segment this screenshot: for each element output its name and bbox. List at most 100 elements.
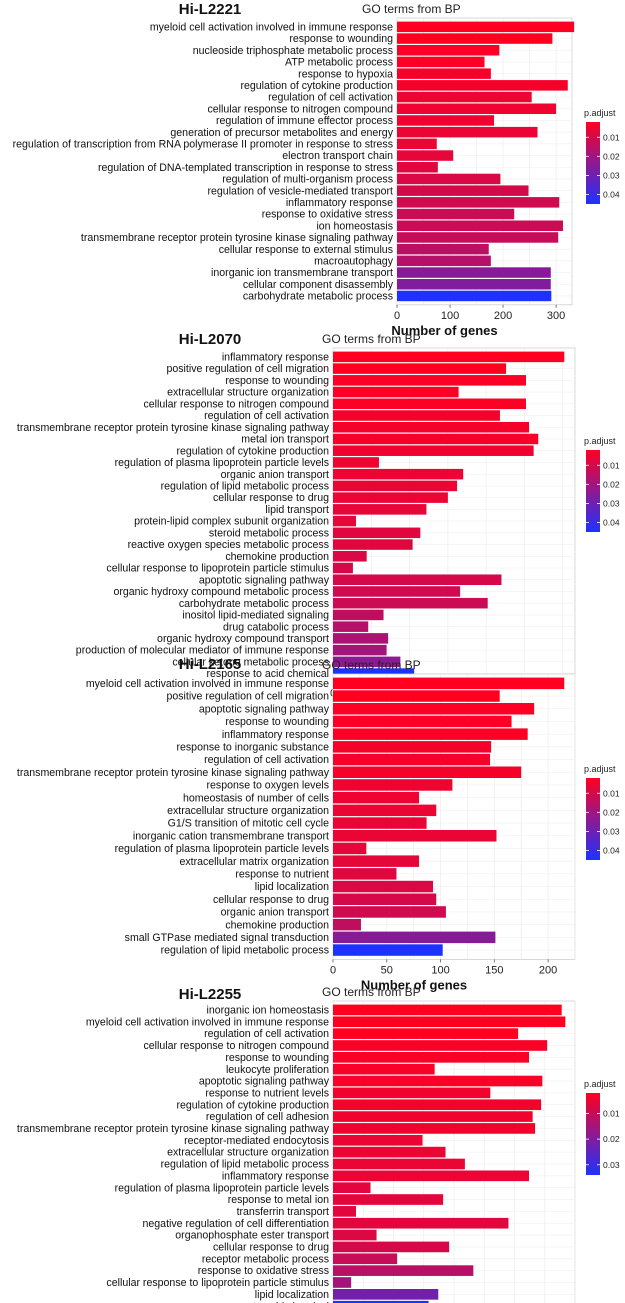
bar [333, 621, 369, 632]
category-label: chemokine production [225, 919, 329, 931]
category-label: macroautophagy [314, 255, 394, 267]
category-label: cellular response to nitrogen compound [143, 1040, 329, 1052]
bar [333, 880, 434, 893]
category-label: regulation of lipid metabolic process [161, 1159, 329, 1171]
category-label: nucleoside triphosphate metabolic proces… [193, 45, 393, 57]
category-label: regulation of vesicle-mediated transport [208, 185, 394, 197]
category-label: drug catabolic process [223, 621, 329, 633]
legend-title: p.adjust [584, 764, 616, 774]
chart-title: GO terms from BP [362, 2, 461, 16]
bar [333, 728, 528, 740]
bar [333, 551, 367, 562]
category-label: apoptotic signaling pathway [199, 703, 330, 715]
category-label: regulation of plasma lipoprotein particl… [115, 457, 329, 469]
bar [397, 68, 491, 79]
bar [333, 766, 522, 778]
bar [333, 1134, 423, 1146]
category-label: apoptotic signaling pathway [199, 574, 330, 586]
bar [333, 690, 500, 702]
category-label: regulation of cell activation [204, 754, 329, 766]
category-label: cellular component disassembly [243, 279, 394, 291]
category-label: myeloid cell activation involved in immu… [86, 1016, 329, 1028]
bar [333, 1241, 450, 1253]
category-label: cellular response to drug [213, 894, 329, 906]
chart-title: GO terms from BP [322, 985, 421, 999]
category-label: extracellular matrix organization [179, 856, 329, 868]
category-label: regulation of cytokine production [176, 1099, 329, 1111]
bar [333, 779, 453, 791]
legend-colorbar [586, 122, 600, 204]
category-label: cellular response to lipoprotein particl… [106, 1277, 329, 1289]
bar [333, 1170, 530, 1182]
bar [397, 255, 491, 267]
legend-tick-label: 0.01 [603, 460, 620, 470]
category-label: receptor-mediated endocytosis [184, 1135, 329, 1147]
bar [397, 185, 529, 196]
bar [333, 918, 361, 931]
category-label: regulation of cell adhesion [206, 1111, 329, 1123]
category-label: regulation of cytokine production [176, 445, 329, 457]
category-label: inositol lipid-mediated signaling [182, 610, 329, 622]
bar [333, 1004, 562, 1016]
bar [397, 290, 552, 302]
x-tick-label: 300 [547, 310, 565, 322]
bar [333, 1182, 371, 1193]
bar [333, 1111, 533, 1122]
bar [333, 351, 565, 363]
panel-label: Hi-L2165 [179, 656, 242, 673]
bar [333, 574, 502, 585]
category-label: cellular response to nitrogen compound [207, 103, 393, 115]
chart-panel-1: Hi-L2221 GO terms from BP myeloid cell act… [13, 1, 620, 338]
bar [397, 80, 568, 91]
category-label: response to hypoxia [298, 68, 393, 80]
category-label: response to wounding [225, 1052, 329, 1064]
bar [397, 103, 557, 114]
bar [333, 457, 379, 468]
bar [397, 45, 500, 56]
category-label: inorganic ion transmembrane transport [211, 267, 393, 279]
legend-tick-label: 0.02 [603, 151, 620, 161]
bar [333, 421, 530, 433]
category-label: myeloid cell activation involved in immu… [150, 21, 393, 33]
bar [397, 115, 495, 126]
bar [333, 480, 458, 492]
category-label: negative regulation of cell differentiat… [143, 1218, 330, 1230]
legend-tick-label: 0.03 [603, 1160, 620, 1170]
bar [333, 1123, 536, 1134]
category-label: homeostasis of number of cells [183, 792, 329, 804]
bar [333, 586, 461, 597]
bar [333, 539, 413, 550]
x-tick-label: 50 [381, 964, 393, 976]
bar [333, 842, 367, 855]
category-label: regulation of cell activation [268, 92, 393, 104]
bar [397, 126, 538, 138]
bar [333, 893, 437, 905]
chart-title: GO terms from BP [322, 658, 421, 672]
category-label: response to wounding [225, 716, 329, 728]
category-label: extracellular structure organization [167, 805, 329, 817]
category-label: production of molecular mediator of immu… [76, 645, 329, 657]
plot-area [332, 347, 576, 683]
category-label: extracellular structure organization [167, 387, 329, 399]
legend-colorbar [586, 450, 600, 532]
bar [397, 138, 437, 150]
category-label: ion homeostasis [316, 220, 393, 232]
bar [333, 753, 491, 766]
category-label: response to acid chemical [207, 668, 329, 680]
x-tick-label: 0 [394, 310, 400, 322]
bar [333, 1217, 509, 1229]
panel-label: Hi-L2070 [179, 331, 242, 348]
category-label: organic hydroxy compound metabolic proce… [113, 586, 329, 598]
bar [397, 56, 485, 68]
bar [333, 1206, 356, 1217]
category-label: receptor metabolic process [202, 1253, 329, 1265]
legend-tick-label: 0.04 [603, 845, 620, 855]
bar [333, 597, 488, 609]
bar [333, 1146, 446, 1158]
bar [333, 1289, 439, 1300]
bar [333, 1052, 530, 1063]
category-label: steroid metabolic process [209, 527, 329, 539]
legend-tick-label: 0.04 [603, 189, 620, 199]
